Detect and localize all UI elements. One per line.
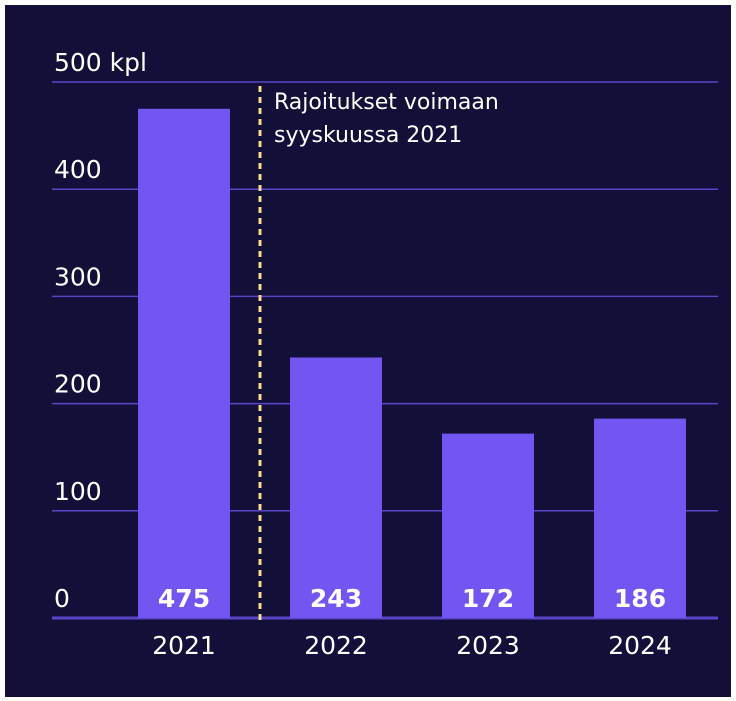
x-tick-label: 2021 <box>152 631 216 660</box>
y-tick-label: 400 <box>54 155 102 184</box>
bar <box>138 108 230 619</box>
value-label: 186 <box>614 584 666 613</box>
y-tick-label: 100 <box>54 477 102 506</box>
bar <box>290 357 382 618</box>
y-tick-label: 200 <box>54 370 102 399</box>
bar <box>442 433 534 618</box>
y-tick-label: 500 kpl <box>54 48 147 77</box>
value-label: 475 <box>158 584 210 613</box>
x-tick-label: 2022 <box>304 631 368 660</box>
x-tick-label: 2023 <box>456 631 520 660</box>
x-tick-label: 2024 <box>608 631 672 660</box>
annotation-text: Rajoitukset voimaan <box>274 90 499 115</box>
value-label: 243 <box>310 584 362 613</box>
value-label: 172 <box>462 584 514 613</box>
y-tick-label: 0 <box>54 584 70 613</box>
y-tick-label: 300 <box>54 262 102 291</box>
bar <box>594 418 686 618</box>
annotation-text: syyskuussa 2021 <box>274 123 462 148</box>
